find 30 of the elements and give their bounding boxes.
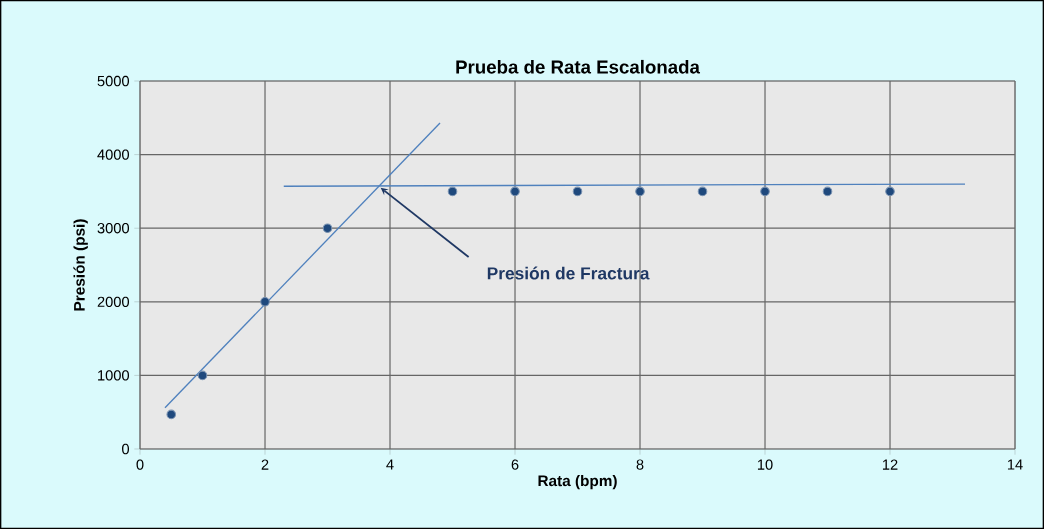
x-tick-label: 10: [757, 459, 773, 470]
x-tick-label: 2: [261, 459, 269, 470]
x-axis-title: Rata (bpm): [538, 474, 617, 490]
y-tick-label: 5000: [97, 75, 130, 87]
annotation: Presión de Fractura: [487, 266, 650, 280]
point: [447, 186, 458, 197]
x-tick-label: 8: [636, 459, 644, 470]
y-tick-label: 3000: [97, 223, 130, 234]
x-tick-label: 12: [882, 459, 898, 470]
point: [197, 370, 208, 381]
point: [166, 409, 177, 420]
y-axis-title: Presión (psi): [73, 219, 88, 311]
point: [760, 186, 770, 197]
y-tick-label: 4000: [97, 149, 130, 160]
point: [260, 297, 270, 307]
point: [635, 186, 645, 197]
x-tick-label: 4: [386, 459, 394, 470]
y-tick-label: 2000: [97, 296, 130, 307]
chart-title: Prueba de Rata Escalonada: [456, 59, 701, 74]
point: [322, 223, 333, 234]
x-tick-label: 6: [511, 459, 519, 470]
point: [572, 186, 583, 197]
x-tick-label: 14: [1007, 459, 1023, 470]
point: [885, 186, 895, 197]
x-tick-label: 0: [136, 459, 144, 470]
y-tick-label: 1000: [98, 370, 130, 381]
point: [822, 186, 833, 197]
point: [510, 186, 520, 197]
point: [697, 186, 708, 197]
y-tick-label: 0: [122, 443, 130, 455]
